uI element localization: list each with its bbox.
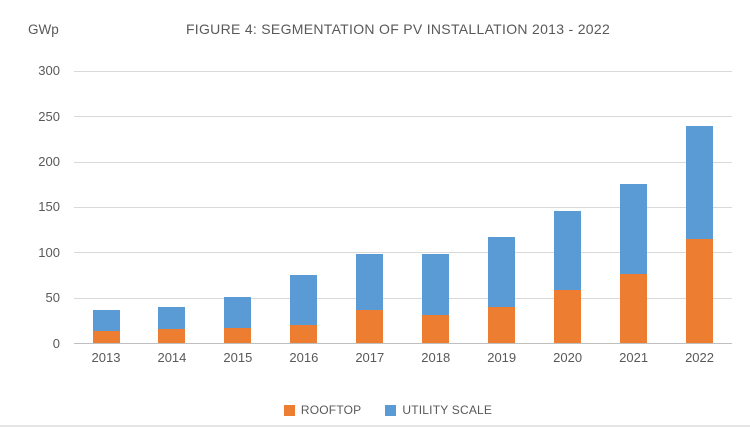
gridline-50 [74, 297, 732, 299]
x-axis-label-2016: 2016 [289, 350, 319, 365]
bar-utility-scale-2019 [488, 237, 516, 308]
bar-rooftop-2020 [554, 289, 582, 344]
bar-rooftop-2016 [290, 325, 318, 344]
bar-rooftop-2014 [158, 328, 186, 344]
x-axis-label-2017: 2017 [355, 350, 385, 365]
bar-utility-scale-2021 [620, 183, 648, 274]
bar-utility-scale-2013 [92, 309, 120, 331]
bar-rooftop-2019 [488, 307, 516, 344]
bar-rooftop-2022 [686, 239, 714, 344]
legend-label-utility-scale: UTILITY SCALE [402, 403, 493, 417]
gridline-200 [74, 161, 732, 163]
x-axis-label-2021: 2021 [619, 350, 649, 365]
bar-utility-scale-2017 [356, 253, 384, 310]
y-axis-label-150: 150 [38, 199, 60, 215]
gridline-150 [74, 206, 732, 208]
x-axis-label-2014: 2014 [157, 350, 187, 365]
x-axis-label-2018: 2018 [421, 350, 451, 365]
utility-scale-color-swatch [385, 404, 397, 416]
bar-utility-scale-2016 [290, 274, 318, 326]
x-axis-label-2019: 2019 [487, 350, 517, 365]
gridline-300 [74, 70, 732, 72]
gridline-250 [74, 116, 732, 118]
legend-item-utility-scale: UTILITY SCALE [385, 403, 492, 417]
bar-rooftop-2015 [224, 328, 252, 344]
bar-utility-scale-2022 [686, 125, 714, 240]
chart-title: FIGURE 4: SEGMENTATION OF PV INSTALLATIO… [185, 21, 611, 37]
chart-bottom-border [0, 425, 750, 427]
y-axis-label-200: 200 [38, 154, 60, 170]
bar-rooftop-2013 [92, 330, 120, 344]
bar-utility-scale-2014 [158, 307, 186, 329]
bar-utility-scale-2018 [422, 253, 450, 316]
legend: ROOFTOP UTILITY SCALE [26, 403, 750, 417]
x-axis-line [74, 343, 732, 344]
legend-item-rooftop: ROOFTOP [283, 403, 362, 417]
y-axis-label-100: 100 [38, 244, 60, 260]
bar-utility-scale-2020 [554, 211, 582, 290]
bar-rooftop-2021 [620, 273, 648, 344]
legend-label-rooftop: ROOFTOP [300, 403, 362, 417]
y-axis-label-250: 250 [38, 108, 60, 124]
y-axis-label-50: 50 [45, 290, 60, 306]
x-axis-label-2020: 2020 [553, 350, 583, 365]
y-axis-unit-label: GWp [28, 22, 59, 37]
y-axis-label-0: 0 [52, 335, 60, 351]
y-axis-label-300: 300 [38, 63, 60, 79]
bar-rooftop-2018 [422, 315, 450, 344]
x-axis-label-2013: 2013 [91, 350, 121, 365]
bar-utility-scale-2015 [224, 297, 252, 329]
bar-rooftop-2017 [356, 309, 384, 344]
rooftop-color-swatch [283, 404, 295, 416]
gridline-100 [74, 252, 732, 254]
x-axis-label-2022: 2022 [685, 350, 714, 365]
x-axis-label-2015: 2015 [223, 350, 253, 365]
